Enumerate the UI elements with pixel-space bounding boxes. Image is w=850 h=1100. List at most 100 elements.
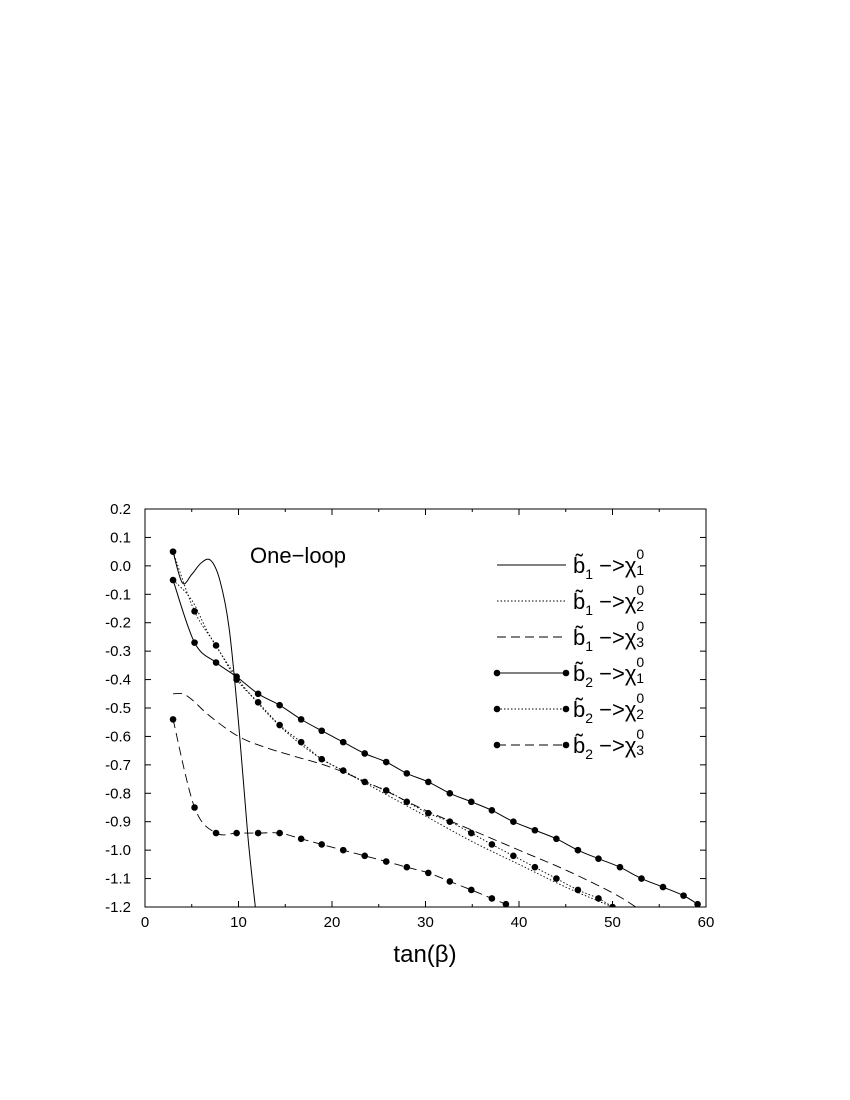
series-4-point bbox=[659, 883, 667, 891]
legend-marker bbox=[493, 705, 501, 713]
legend-sub2: 3 bbox=[636, 742, 644, 758]
series-4-point bbox=[468, 798, 475, 806]
legend-sub2: 1 bbox=[636, 562, 644, 578]
series-4-point bbox=[446, 789, 454, 797]
axis-tick-labels: 0 10 20 30 40 50 600.20.10.0-0.1-0.2-0.3-0.4-0… bbox=[105, 501, 714, 931]
y-tick-label: -0.8 bbox=[105, 785, 131, 802]
legend-arrow: −> bbox=[593, 553, 625, 578]
legend-base: b̃ bbox=[573, 589, 585, 614]
legend-label-1: b̃1 −>χ0 1 bbox=[573, 546, 644, 582]
series-4-point bbox=[403, 770, 411, 777]
legend-chi: χ bbox=[625, 733, 637, 758]
series-4-point bbox=[169, 576, 177, 584]
axis-ticks bbox=[144, 508, 707, 908]
legend-chi: χ bbox=[625, 625, 637, 650]
series-5-point bbox=[446, 818, 454, 826]
legend-sub1: 2 bbox=[585, 746, 593, 762]
legend-marker bbox=[562, 705, 570, 713]
series-6-point bbox=[361, 852, 369, 860]
y-tick-label: -0.7 bbox=[105, 757, 131, 774]
legend-label-3: b̃1 −>χ0 3 bbox=[573, 618, 644, 654]
series-6-point bbox=[169, 716, 177, 723]
legend-base: b̃ bbox=[573, 733, 585, 758]
series-5-point bbox=[403, 798, 411, 806]
y-tick-label: -0.5 bbox=[105, 700, 131, 717]
legend-sub2: 2 bbox=[636, 706, 644, 722]
series-4-point bbox=[694, 900, 701, 907]
series-6-point bbox=[468, 886, 475, 894]
x-tick-label: 0 bbox=[141, 914, 149, 931]
series-5-point bbox=[468, 829, 475, 837]
series-4-point bbox=[531, 826, 539, 834]
y-tick-label: 0.0 bbox=[110, 558, 131, 575]
series-5-point bbox=[191, 608, 198, 615]
series-4-point bbox=[191, 639, 198, 646]
series-6-point bbox=[233, 829, 240, 837]
legend-marker bbox=[493, 669, 501, 677]
legend-arrow: −> bbox=[593, 733, 625, 758]
legend-sub1: 2 bbox=[585, 710, 593, 726]
legend-label-2: b̃1 −>χ0 2 bbox=[573, 582, 644, 618]
legend-sub2: 2 bbox=[636, 598, 644, 614]
series-4-point bbox=[318, 727, 326, 735]
legend: b̃1 −>χ0 1b̃1 −>χ0 2b̃1 −>χ0 3b̃2 −>χ0 1b̃2 … bbox=[493, 546, 644, 762]
legend-base: b̃ bbox=[573, 625, 585, 650]
series-4-point bbox=[488, 807, 496, 814]
series-6-point bbox=[446, 878, 454, 885]
series-4-point bbox=[425, 778, 432, 786]
legend-label-4: b̃2 −>χ0 1 bbox=[573, 654, 644, 690]
y-tick-label: -1.1 bbox=[105, 871, 131, 888]
legend-marker bbox=[562, 669, 570, 677]
legend-sub2: 3 bbox=[636, 634, 644, 650]
series-6-point bbox=[276, 829, 283, 837]
series-5-point bbox=[510, 852, 517, 860]
legend-chi: χ bbox=[625, 589, 637, 614]
legend-sup: 0 bbox=[636, 618, 644, 634]
legend-sub1: 1 bbox=[585, 566, 593, 582]
series-6-point bbox=[488, 895, 496, 902]
chart-annotation: One−loop bbox=[250, 543, 346, 568]
series-5-point bbox=[169, 548, 177, 555]
series-5-point bbox=[254, 699, 262, 706]
series-line-5 bbox=[172, 551, 613, 907]
series-line-6 bbox=[172, 719, 507, 905]
legend-chi: χ bbox=[625, 553, 637, 578]
x-tick-label: 30 bbox=[417, 914, 434, 931]
series-5-point bbox=[361, 778, 369, 786]
y-tick-label: -1.2 bbox=[105, 899, 131, 916]
legend-base: b̃ bbox=[573, 697, 585, 722]
series-6-point bbox=[382, 858, 390, 865]
legend-entry-2: b̃1 −>χ0 2 bbox=[497, 582, 644, 618]
series-5-point bbox=[297, 738, 305, 746]
legend-entry-3: b̃1 −>χ0 3 bbox=[497, 618, 644, 654]
legend-entry-5: b̃2 −>χ0 2 bbox=[493, 690, 644, 726]
series-5-point bbox=[318, 755, 326, 763]
legend-entry-4: b̃2 −>χ0 1 bbox=[493, 654, 644, 690]
series-4-point bbox=[361, 750, 369, 757]
legend-sub2: 1 bbox=[636, 670, 644, 686]
legend-base: b̃ bbox=[573, 661, 585, 686]
series-6-point bbox=[403, 863, 411, 871]
legend-base: b̃ bbox=[573, 553, 585, 578]
legend-label-5: b̃2 −>χ0 2 bbox=[573, 690, 644, 726]
series-5-point bbox=[488, 841, 496, 848]
y-tick-label: -1.0 bbox=[105, 842, 131, 859]
series-line-1 bbox=[172, 551, 256, 907]
legend-label-6: b̃2 −>χ0 3 bbox=[573, 726, 644, 762]
legend-sup: 0 bbox=[636, 654, 644, 670]
y-tick-label: -0.6 bbox=[105, 728, 131, 745]
legend-entry-6: b̃2 −>χ0 3 bbox=[493, 726, 644, 762]
series-6-point bbox=[425, 869, 432, 877]
x-tick-label: 40 bbox=[511, 914, 528, 931]
y-tick-label: 0.2 bbox=[110, 501, 131, 518]
legend-sup: 0 bbox=[636, 582, 644, 598]
y-tick-label: -0.2 bbox=[105, 615, 131, 632]
legend-sup: 0 bbox=[636, 690, 644, 706]
series-line-2 bbox=[172, 579, 613, 907]
series-markers bbox=[169, 548, 701, 907]
series-5-point bbox=[425, 809, 432, 817]
series-4-point bbox=[382, 758, 390, 766]
series-6-point bbox=[318, 841, 326, 848]
series-4-point bbox=[212, 659, 220, 666]
